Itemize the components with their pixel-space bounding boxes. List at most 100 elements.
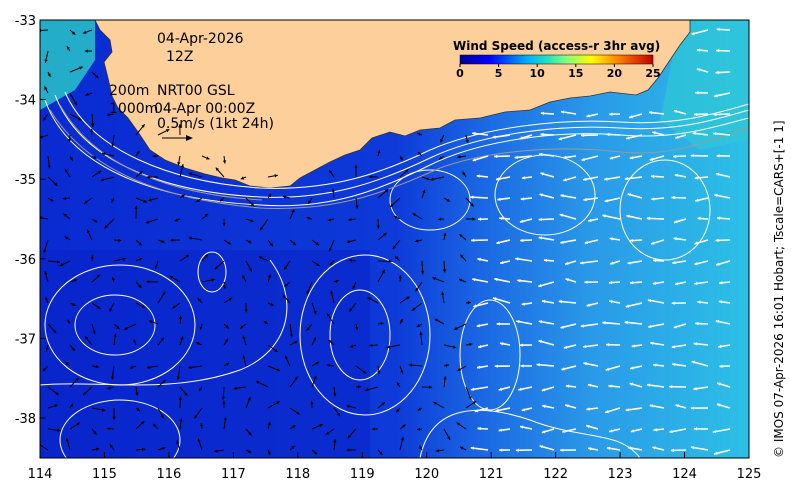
wind-arrow-head: [586, 407, 590, 411]
wind-arrow-head: [194, 414, 198, 419]
wind-arrow-head: [405, 169, 409, 173]
wind-arrow-head: [117, 238, 122, 243]
wind-arrow-head: [412, 213, 417, 217]
wind-arrow-head: [715, 172, 720, 176]
wind-arrow-head: [543, 258, 548, 263]
wind-arrow-head: [653, 363, 657, 367]
wind-arrow-head: [313, 337, 317, 341]
wind-arrow-head: [716, 27, 720, 32]
wind-arrow-head: [225, 338, 229, 343]
wind-arrow-head: [153, 423, 157, 428]
wind-arrow-head: [398, 275, 402, 279]
wind-arrow-head: [95, 447, 100, 451]
wind-arrow-head: [465, 139, 469, 144]
wind-arrow-head: [316, 262, 320, 266]
wind-arrow-head: [716, 403, 721, 407]
wind-arrow-head: [367, 297, 372, 301]
wind-arrow-head: [718, 300, 723, 304]
wind-arrow-head: [327, 218, 332, 222]
wind-arrow-head: [694, 176, 698, 180]
wind-arrow-head: [629, 156, 634, 160]
wind-arrow-head: [625, 304, 630, 308]
wind-arrow-head: [673, 325, 678, 329]
wind-arrow-head: [396, 382, 401, 386]
wind-arrow-head: [148, 198, 152, 202]
wind-arrow-head: [313, 451, 318, 455]
wind-arrow-head: [718, 344, 722, 349]
wind-arrow-head: [113, 333, 117, 337]
wind-arrow-head: [327, 363, 331, 368]
wind-arrow-head: [294, 376, 298, 380]
lon-tick-label: 123: [608, 467, 633, 482]
wind-arrow-head: [177, 161, 181, 166]
wind-arrow-head: [384, 189, 389, 193]
wind-arrow-head: [695, 91, 699, 95]
wind-arrow-head: [43, 117, 47, 121]
wind-arrow-head: [244, 309, 248, 313]
wind-arrow-head: [458, 278, 463, 282]
wind-arrow-head: [347, 434, 351, 439]
wind-arrow-head: [472, 217, 476, 221]
wind-arrow-head: [176, 376, 181, 380]
wind-arrow-head: [584, 240, 589, 245]
wind-arrow-head: [499, 216, 503, 221]
wind-arrow-head: [377, 149, 381, 154]
wind-arrow-head: [258, 256, 263, 260]
wind-arrow-head: [178, 124, 182, 128]
wind-arrow-head: [215, 167, 220, 172]
wind-arrow-head: [717, 216, 721, 220]
wind-arrow-head: [539, 445, 544, 449]
wind-arrow-head: [188, 236, 193, 240]
wind-arrow-head: [112, 416, 116, 420]
wind-arrow-head: [184, 392, 188, 397]
wind-arrow-head: [583, 344, 587, 349]
wind-arrow-head: [583, 197, 587, 202]
wind-arrow-head: [109, 444, 114, 448]
wind-arrow-head: [649, 157, 654, 161]
colorbar-ticks: 0 5 10 15 20 25: [456, 64, 661, 80]
wind-arrow-head: [472, 277, 476, 282]
wind-arrow-head: [624, 320, 628, 325]
wind-arrow-head: [472, 131, 476, 136]
wind-arrow-head: [146, 280, 150, 284]
wind-arrow-head: [83, 391, 87, 396]
wind-arrow-head: [400, 436, 405, 441]
wind-arrow-head: [225, 362, 230, 366]
wind-arrow-head: [110, 376, 115, 380]
wind-arrow-head: [494, 154, 498, 159]
wind-arrow-head: [581, 133, 585, 138]
wind-arrow-head: [411, 307, 416, 311]
wind-arrow-head: [383, 232, 387, 237]
wind-arrow-head: [647, 298, 652, 303]
wind-arrow-head: [357, 385, 362, 389]
wind-arrow-head: [84, 336, 89, 340]
wind-arrow-head: [539, 193, 543, 197]
sla-contours: [40, 91, 749, 458]
wind-arrow-head: [399, 156, 403, 161]
wind-arrow-head: [355, 205, 359, 209]
wind-arrow-head: [267, 274, 272, 278]
wind-arrow-head: [267, 451, 271, 455]
wind-arrow-head: [624, 176, 629, 181]
wind-arrow-head: [496, 322, 500, 326]
wind-arrow-head: [47, 73, 51, 77]
wind-arrow-head: [651, 197, 655, 201]
wind-arrow-head: [497, 197, 501, 201]
wind-arrow-head: [430, 177, 434, 181]
wind-vectors: [40, 27, 731, 456]
wind-arrow-head: [348, 217, 352, 222]
wind-arrow-head: [435, 449, 440, 453]
wind-arrow-head: [439, 156, 443, 160]
wind-arrow-head: [93, 431, 97, 435]
wind-arrow-head: [328, 247, 333, 252]
wind-arrow: [40, 29, 49, 31]
wind-arrow-head: [44, 86, 48, 90]
wind-arrow-head: [199, 423, 204, 427]
wind-arrow-head: [563, 345, 568, 349]
wind-arrow-head: [690, 445, 695, 450]
wind-arrow-head: [477, 257, 481, 262]
wind-arrow-head: [477, 426, 481, 431]
wind-arrow-head: [197, 298, 202, 302]
wind-arrow-head: [492, 297, 497, 301]
wind-arrow-head: [604, 199, 609, 203]
